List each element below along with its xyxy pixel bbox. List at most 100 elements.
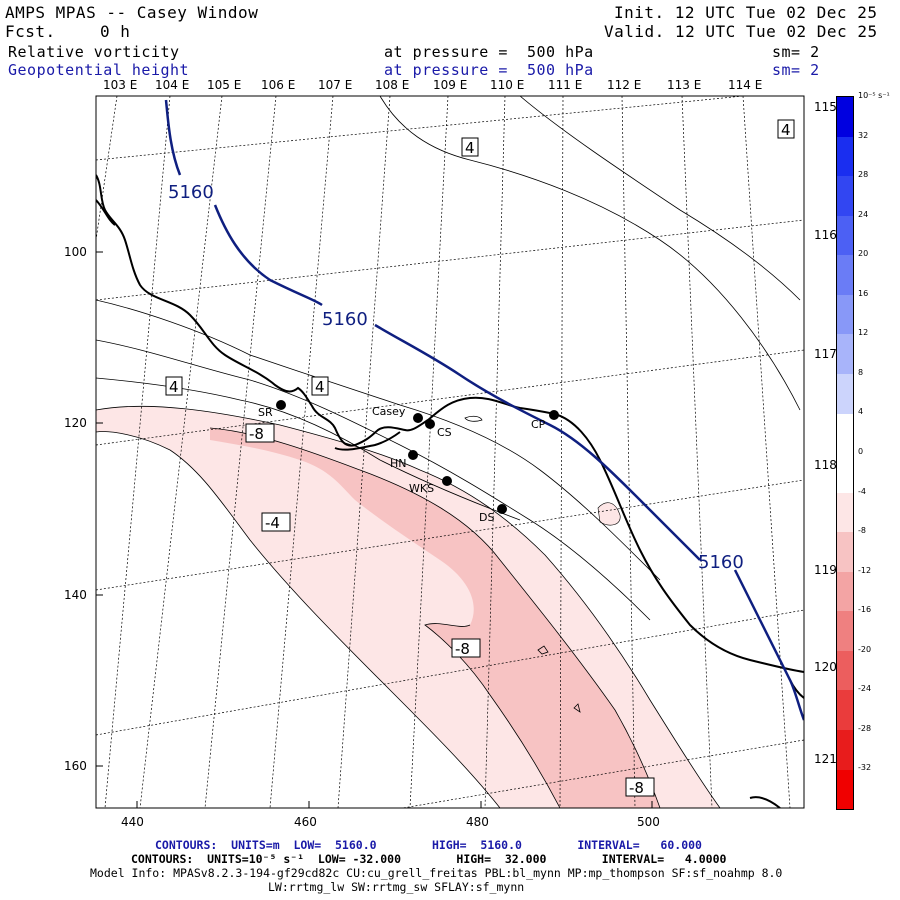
colorbar-swatch <box>837 532 853 572</box>
svg-text:4: 4 <box>465 139 475 157</box>
lon-label-top: 112 E <box>607 78 642 92</box>
colorbar-label: 8 <box>858 367 864 377</box>
height-label-5160: 5160 <box>168 182 214 203</box>
colorbar-label: 16 <box>858 288 869 298</box>
fcst-label: Fcst. <box>5 22 56 41</box>
colorbar-label: -20 <box>858 644 872 654</box>
colorbar-label: -28 <box>858 723 872 733</box>
colorbar-swatch <box>837 176 853 216</box>
init-time: Init. 12 UTC Tue 02 Dec 25 <box>614 3 878 22</box>
colorbar-swatch <box>837 97 853 137</box>
colorbar-swatch <box>837 215 853 256</box>
colorbar <box>836 96 854 810</box>
field1-smooth: sm= 2 <box>772 43 820 61</box>
field1-name: Relative vorticity <box>8 43 180 61</box>
colorbar-label: -32 <box>858 763 872 773</box>
station-label: HN <box>390 457 407 470</box>
vorticity-label: -8 <box>245 423 275 443</box>
model-info-cont: LW:rrtmg_lw SW:rrtmg_sw SFLAY:sf_mynn <box>268 880 525 894</box>
vorticity-label: -4 <box>261 512 291 532</box>
valid-time: Valid. 12 UTC Tue 02 Dec 25 <box>604 22 878 41</box>
plot-frame <box>95 95 805 809</box>
field2-smooth: sm= 2 <box>772 61 820 79</box>
colorbar-label: 24 <box>858 209 869 219</box>
colorbar-label: 28 <box>858 170 869 180</box>
vorticity-label: 4 <box>777 119 795 139</box>
y-tick-label: 160 <box>64 759 87 773</box>
height-contour-5160 <box>164 99 804 721</box>
svg-text:-4: -4 <box>265 514 280 532</box>
vorticity-contours <box>96 96 801 808</box>
lon-label-top: 113 E <box>667 78 702 92</box>
vorticity-label: -8 <box>451 638 481 658</box>
y-tick-label: 120 <box>64 416 87 430</box>
x-tick-label: 480 <box>466 815 489 829</box>
station-label: CS <box>437 426 452 439</box>
vorticity-contour-info: CONTOURS: UNITS=10⁻⁵ s⁻¹ LOW= -32.000 HI… <box>131 852 727 866</box>
colorbar-label: 4 <box>858 407 864 417</box>
vorticity-label: 4 <box>165 376 183 396</box>
field2-name: Geopotential height <box>8 61 190 79</box>
svg-text:4: 4 <box>315 378 325 396</box>
colorbar-swatch <box>837 373 853 414</box>
colorbar-label: -16 <box>858 605 872 615</box>
colorbar-label: 20 <box>858 249 869 259</box>
colorbar-swatch <box>837 255 853 295</box>
height-label-5160: 5160 <box>698 552 744 573</box>
coastline <box>96 174 804 808</box>
map-title: AMPS MPAS -- Casey Window <box>5 3 259 22</box>
station-label: SR <box>258 406 273 419</box>
svg-text:4: 4 <box>781 121 791 139</box>
y-tick-label: 140 <box>64 588 87 602</box>
lon-label-top: 109 E <box>433 78 468 92</box>
vorticity-fill-mid <box>597 502 621 526</box>
colorbar-swatch <box>837 769 853 810</box>
vorticity-label: 4 <box>311 376 329 396</box>
fcst-value: 0 h <box>100 22 131 41</box>
colorbar-swatch <box>837 690 853 730</box>
model-info: Model Info: MPASv8.2.3-194-gf29cd82c CU:… <box>90 866 783 880</box>
x-tick-label: 500 <box>637 815 660 829</box>
lon-label-top: 107 E <box>318 78 353 92</box>
x-tick-label: 460 <box>294 815 317 829</box>
svg-text:-8: -8 <box>249 425 264 443</box>
svg-text:-8: -8 <box>629 779 644 797</box>
colorbar-swatch <box>837 650 853 691</box>
colorbar-label: -12 <box>858 565 872 575</box>
lon-label-top: 104 E <box>155 78 190 92</box>
svg-text:4: 4 <box>169 378 179 396</box>
lon-label-top: 114 E <box>728 78 763 92</box>
colorbar-swatch <box>837 136 853 177</box>
lon-label-top: 106 E <box>261 78 296 92</box>
vorticity-label: -8 <box>625 777 655 797</box>
station-label: CP <box>531 418 546 431</box>
longitude-gridlines <box>96 96 804 808</box>
svg-text:-8: -8 <box>455 640 470 658</box>
axis-ticks <box>96 251 653 808</box>
colorbar-swatch <box>837 294 853 335</box>
station-label: WKS <box>409 482 434 495</box>
field2-level: at pressure = 500 hPa <box>384 61 594 79</box>
y-tick-label: 100 <box>64 245 87 259</box>
colorbar-swatch <box>837 571 853 612</box>
colorbar-units: 10⁻⁵ s⁻¹ <box>858 91 890 100</box>
colorbar-label: -24 <box>858 684 872 694</box>
colorbar-label: 0 <box>858 447 864 456</box>
colorbar-swatch <box>837 611 853 651</box>
lon-label-top: 111 E <box>548 78 583 92</box>
colorbar-swatch <box>837 453 853 493</box>
colorbar-label: -8 <box>858 526 866 536</box>
colorbar-label: 12 <box>858 328 869 338</box>
colorbar-swatch <box>837 730 853 770</box>
lon-label-top: 103 E <box>103 78 138 92</box>
lon-label-top: 110 E <box>490 78 525 92</box>
vorticity-label: 4 <box>461 137 479 157</box>
latitude-gridlines <box>96 96 804 808</box>
station-label: DS <box>479 511 494 524</box>
lon-label-top: 108 E <box>375 78 410 92</box>
colorbar-swatch <box>837 413 853 454</box>
colorbar-label: 32 <box>858 130 869 140</box>
colorbar-swatch <box>837 492 853 533</box>
x-tick-label: 440 <box>121 815 144 829</box>
